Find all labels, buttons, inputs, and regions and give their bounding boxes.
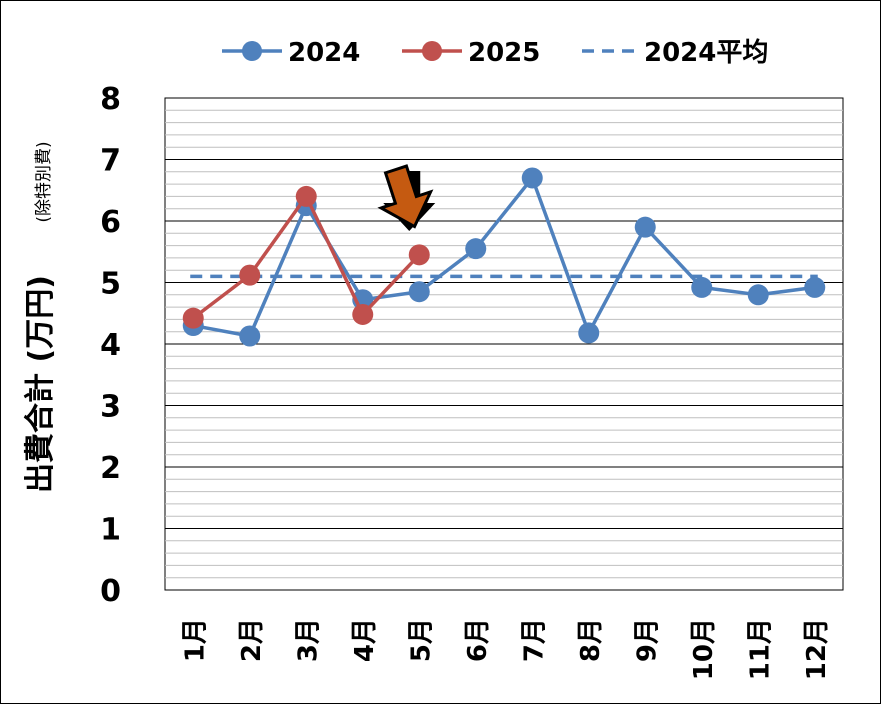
- data-point-2025: [182, 307, 204, 329]
- data-point-2024: [239, 325, 261, 347]
- x-tick-label: 3月: [293, 618, 323, 662]
- data-point-2024: [634, 216, 656, 238]
- x-tick-label: 4月: [350, 618, 380, 662]
- y-tick-label: 3: [100, 390, 121, 425]
- data-point-2024: [521, 167, 543, 189]
- x-tick-label: 5月: [406, 618, 436, 662]
- minor-gridlines: [165, 109, 843, 579]
- data-point-2024: [465, 238, 487, 260]
- x-tick-label: 6月: [463, 618, 493, 662]
- data-point-2024: [691, 276, 713, 298]
- y-axis-note: (除特別費): [34, 141, 54, 222]
- x-tick-label: 1月: [180, 618, 210, 662]
- data-point-2024: [578, 322, 600, 344]
- legend-label: 2025: [468, 38, 540, 68]
- y-axis-title: 出費合計 (万円): [23, 275, 58, 493]
- x-tick-label: 7月: [519, 618, 549, 662]
- x-tick-label: 9月: [632, 618, 662, 662]
- data-point-2024: [804, 276, 826, 298]
- y-tick-label: 6: [100, 205, 121, 240]
- y-tick-label: 7: [100, 144, 121, 179]
- y-tick-label: 4: [100, 328, 121, 363]
- legend-marker-2024: [242, 41, 262, 61]
- y-tick-label: 8: [100, 82, 121, 117]
- legend-label: 2024平均: [644, 38, 768, 68]
- x-tick-label: 10月: [689, 618, 719, 680]
- y-tick-labels: 0 1 2 3 4 5 6 7 8: [100, 82, 121, 609]
- y-axis-title-group: 出費合計 (万円) (除特別費): [23, 141, 58, 493]
- legend: 2024 2025 2024平均: [222, 38, 768, 68]
- annotation-arrow: [377, 164, 434, 229]
- legend-marker-2025: [422, 41, 442, 61]
- y-tick-label: 1: [100, 513, 121, 548]
- x-tick-label: 8月: [576, 618, 606, 662]
- x-tick-labels: 1月 2月 3月 4月 5月 6月 7月 8月 9月 10月 11月 12月: [180, 618, 832, 680]
- major-gridlines: [165, 159, 843, 529]
- x-tick-label: 11月: [745, 618, 775, 680]
- data-point-2025: [295, 185, 317, 207]
- data-point-2025: [408, 244, 430, 266]
- y-tick-label: 2: [100, 451, 121, 486]
- legend-label: 2024: [288, 38, 360, 68]
- data-point-2025: [352, 303, 374, 325]
- annotation-layer: [377, 164, 436, 231]
- y-tick-label: 0: [100, 574, 121, 609]
- data-point-2024: [747, 284, 769, 306]
- data-point-2025: [239, 264, 261, 286]
- x-tick-label: 12月: [802, 618, 832, 680]
- y-tick-label: 5: [100, 267, 121, 302]
- series-layer: [182, 167, 826, 347]
- x-tick-label: 2月: [237, 618, 267, 662]
- data-point-2024: [408, 281, 430, 303]
